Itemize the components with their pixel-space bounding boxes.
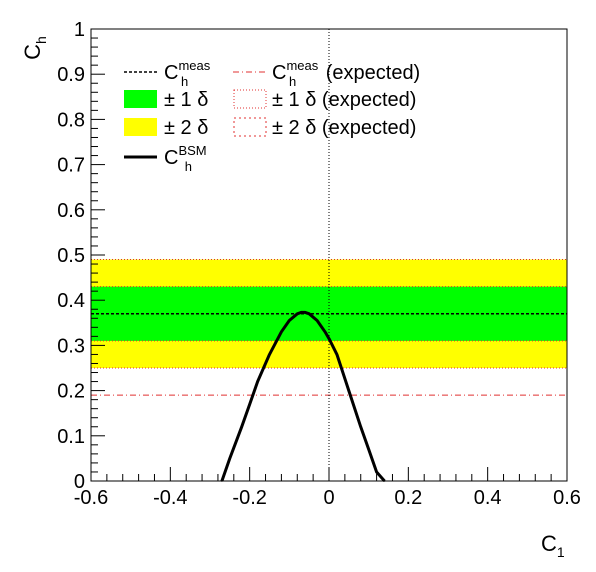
legend-main: ± 1 δ	[164, 89, 208, 111]
x-tick-label: -0.4	[153, 487, 187, 509]
y-tick-label: 0.9	[57, 64, 85, 86]
y-tick-label: 1	[74, 19, 85, 41]
legend-sup: meas	[286, 58, 318, 73]
bsm-point	[229, 457, 231, 460]
x-axis-title-main: C	[541, 531, 557, 556]
bsm-point	[359, 425, 362, 428]
bsm-point	[300, 311, 303, 314]
y-tick-label: 0.5	[57, 245, 85, 267]
bsm-point	[248, 403, 251, 405]
y-axis-title-sub: h	[33, 36, 49, 44]
bsm-point	[316, 319, 318, 322]
x-tick-label: 0.2	[394, 487, 422, 509]
legend-label-band2: ± 2 δ	[164, 117, 208, 139]
bsm-point	[240, 425, 243, 428]
legend-label-exp1: ± 1 δ (expected)	[272, 89, 416, 111]
x-tick-label: 0.6	[553, 487, 581, 509]
legend-suffix: (expected)	[320, 62, 420, 84]
bsm-point	[304, 311, 307, 314]
legend-main: C	[164, 62, 178, 84]
legend-sup: BSM	[178, 143, 206, 158]
x-tick-label: 0	[323, 487, 334, 509]
legend-label-band1: ± 1 δ	[164, 89, 208, 111]
bsm-point	[367, 448, 370, 451]
legend-suffix: (expected)	[316, 117, 416, 139]
bsm-point	[308, 312, 310, 315]
legend-main: ± 1 δ	[272, 89, 316, 111]
bsm-point	[280, 331, 283, 333]
y-tick-label: 0	[74, 471, 85, 493]
legend-main: ± 2 δ	[164, 117, 208, 139]
y-tick-label: 0.1	[57, 426, 85, 448]
legend-sub: h	[181, 74, 188, 89]
legend-main: C	[272, 62, 286, 84]
bsm-point	[324, 331, 326, 333]
bsm-point	[336, 353, 338, 356]
bsm-point	[288, 319, 291, 322]
x-tick-label: 0.4	[474, 487, 502, 509]
legend-label-meas: Cmeas h	[164, 58, 211, 89]
legend-label-exp: Cmeas h (expected)	[272, 58, 420, 89]
legend-sup: meas	[178, 58, 210, 73]
bsm-point	[296, 312, 299, 315]
bsm-point	[375, 471, 378, 473]
x-tick-label: -0.2	[232, 487, 266, 509]
legend-label-bsm: CBSM h	[164, 143, 207, 174]
x-axis-title-sub: 1	[557, 544, 565, 560]
bsm-point	[328, 337, 330, 340]
legend-swatch-exp2	[233, 117, 267, 137]
x-axis-title: C1	[541, 531, 565, 560]
legend-suffix: (expected)	[316, 89, 416, 111]
legend-main: ± 2 δ	[272, 117, 316, 139]
legend-swatch-exp1	[233, 89, 267, 109]
x-tick-label: -0.6	[74, 487, 108, 509]
plot-content	[91, 29, 567, 482]
y-tick-label: 0.8	[57, 109, 85, 131]
legend-label-exp2: ± 2 δ (expected)	[272, 117, 416, 139]
legend-sub: h	[289, 74, 296, 89]
y-tick-label: 0.6	[57, 200, 85, 222]
axes: -0.6 -0.4 -0.2 0 0.2 0.4 0.6 0 0.1 0.2 0.3 0.4 0.5 0.…	[20, 19, 581, 560]
bsm-point	[268, 353, 271, 356]
y-tick-label: 0.3	[57, 335, 85, 357]
legend-swatch-band1	[124, 90, 157, 108]
legend-swatch-band2	[124, 118, 157, 136]
y-axis-title: Ch	[20, 36, 49, 60]
y-tick-label: 0.7	[57, 155, 85, 177]
bsm-point	[348, 389, 350, 392]
bsm-point	[256, 380, 259, 383]
y-tick-label: 0.2	[57, 381, 85, 403]
y-tick-label: 0.4	[57, 290, 85, 312]
legend-main: C	[164, 147, 178, 169]
y-axis-title-main: C	[20, 44, 45, 60]
legend-sub: h	[185, 159, 192, 174]
